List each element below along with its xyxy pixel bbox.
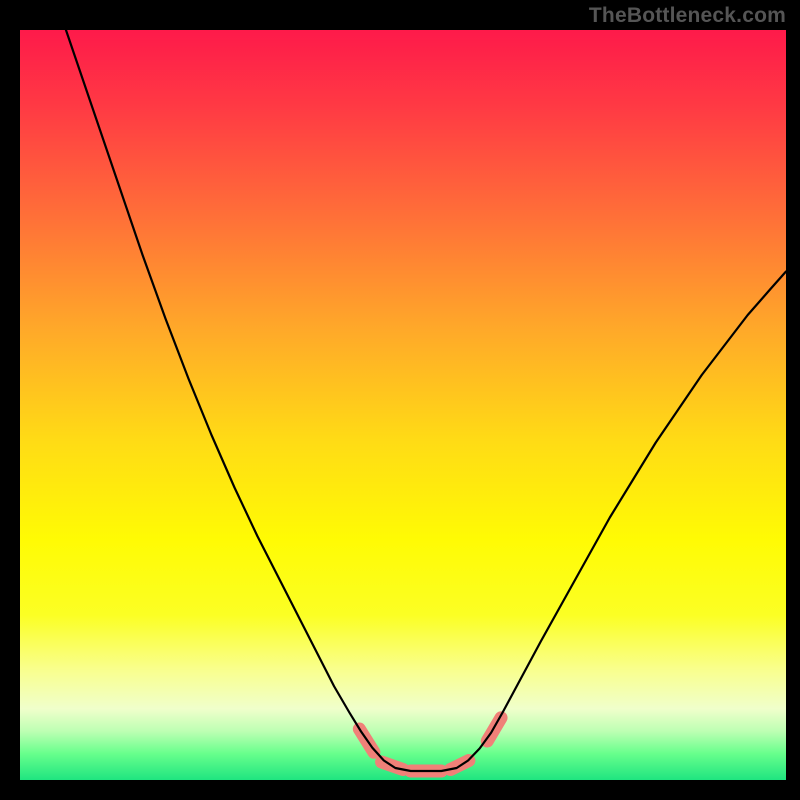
plot-area [20,30,786,780]
chart-frame: TheBottleneck.com [0,0,800,800]
bottleneck-curve-chart [0,0,800,800]
watermark-text: TheBottleneck.com [589,4,786,28]
